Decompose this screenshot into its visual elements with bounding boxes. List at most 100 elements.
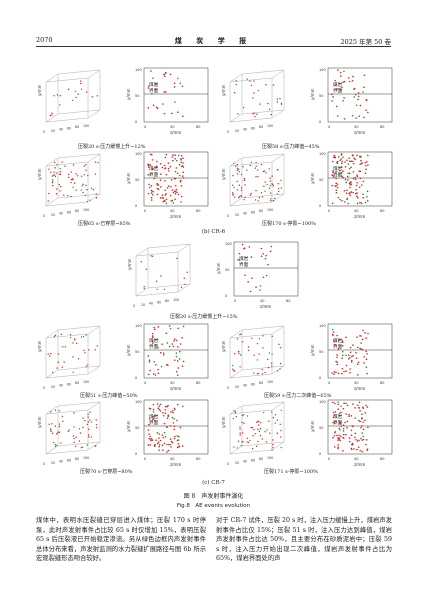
scatter-2d-plot: y/mm 0 0 50 40 100 80 z/mm 煤岩界面: [126, 151, 209, 219]
tick-label: 80: [259, 381, 263, 385]
ae-event-point: [89, 199, 91, 201]
tick-label: 40: [354, 381, 358, 385]
interface-label: 界面: [333, 344, 343, 350]
ae-event-point: [171, 416, 174, 419]
ae-event-point: [365, 350, 367, 353]
ae-event-point: [162, 436, 165, 439]
ae-event-point: [336, 363, 339, 366]
ae-event-point: [167, 404, 169, 407]
ae-event-point: [344, 161, 346, 163]
tick-label: 40: [149, 302, 153, 306]
ae-event-point: [359, 449, 361, 452]
ae-event-point: [86, 423, 89, 426]
ae-event-point: [179, 82, 182, 85]
ae-event-point: [163, 422, 166, 425]
ae-event-point: [175, 339, 178, 342]
ae-event-point: [348, 172, 351, 175]
ae-event-point: [360, 342, 362, 344]
ae-event-point: [176, 172, 179, 174]
ae-event-point: [361, 162, 363, 164]
ae-event-point: [268, 108, 271, 110]
ae-event-point: [159, 403, 162, 406]
ae-event-point: [280, 179, 282, 182]
ae-event-point: [177, 111, 179, 113]
ae-event-point: [338, 422, 341, 424]
ae-event-point: [354, 436, 356, 439]
ae-event-point: [74, 90, 77, 92]
axis-z-label: z/mm: [170, 214, 181, 219]
scatter-2d-plot: y/mm 0 0 50 40 100 80 z/mm 煤岩界面: [310, 151, 393, 219]
axis-y-label: y/mm: [222, 340, 226, 352]
issue-info: 2025 年第 50 卷: [340, 38, 391, 46]
ae-event-point: [337, 348, 340, 350]
interface-label: 煤岩: [239, 255, 249, 262]
ae-event-point: [175, 159, 178, 162]
ae-event-point: [147, 355, 150, 357]
ae-event-point: [360, 159, 362, 162]
ae-event-point: [339, 88, 341, 91]
ae-event-point: [155, 280, 158, 283]
ae-event-point: [148, 438, 150, 440]
ae-event-point: [363, 116, 365, 119]
ae-event-point: [331, 184, 334, 187]
ae-event-point: [87, 413, 89, 416]
ae-event-point: [157, 372, 160, 375]
ae-event-point: [355, 104, 358, 107]
tick-label: 0: [328, 125, 330, 129]
ae-event-point: [148, 85, 150, 87]
ae-event-point: [263, 185, 265, 187]
interface-label: 界面: [239, 262, 249, 268]
ae-event-point: [176, 191, 178, 194]
ae-event-point: [332, 170, 334, 172]
ae-event-point: [349, 184, 351, 186]
ae-event-point: [152, 403, 155, 406]
axis-y-label: y/mm: [222, 168, 226, 180]
ae-event-point: [270, 200, 272, 202]
ae-event-point: [337, 401, 340, 403]
tick-label: 80: [259, 457, 263, 461]
ae-event-point: [347, 179, 349, 181]
ae-event-point: [352, 191, 354, 194]
ae-event-point: [182, 360, 185, 363]
ae-event-point: [332, 176, 335, 178]
axis-y-label: y/mm: [310, 88, 315, 100]
ae-event-point: [51, 112, 53, 114]
ae-event-point: [365, 168, 367, 171]
ae-event-point: [165, 173, 168, 176]
axis-z-label: z/mm: [170, 130, 181, 135]
ae-event-point: [150, 185, 153, 187]
ae-event-point: [152, 342, 154, 344]
ae-event-point: [242, 166, 244, 168]
ae-event-point: [151, 93, 153, 95]
ae-event-point: [243, 179, 246, 181]
ae-event-point: [86, 189, 88, 191]
ae-event-point: [148, 407, 151, 410]
ae-event-point: [355, 439, 357, 441]
ae-event-point: [236, 189, 239, 191]
ae-event-point: [82, 183, 84, 186]
ae-event-point: [81, 446, 84, 448]
ae-event-point: [180, 154, 183, 157]
ae-event-point: [177, 439, 180, 441]
ae-event-point: [153, 361, 156, 363]
ae-event-point: [350, 359, 353, 362]
ae-event-point: [173, 428, 176, 431]
ae-event-point: [338, 434, 340, 437]
ae-event-point: [173, 177, 176, 180]
ae-event-point: [186, 271, 188, 274]
ae-event-point: [270, 362, 273, 364]
tick-label: 80: [75, 125, 79, 129]
axis-y-label: y/mm: [38, 340, 42, 352]
ae-event-point: [149, 435, 151, 438]
ae-event-point: [347, 172, 350, 175]
ae-event-point: [244, 184, 246, 186]
ae-event-point: [358, 439, 360, 442]
ae-event-point: [80, 88, 83, 90]
ae-event-point: [53, 335, 56, 338]
interface-label: 界面: [149, 88, 159, 94]
ae-event-point: [264, 181, 266, 183]
ae-event-point: [64, 346, 67, 348]
ae-event-point: [332, 436, 334, 439]
ae-event-point: [181, 365, 184, 367]
ae-event-point: [267, 263, 269, 266]
